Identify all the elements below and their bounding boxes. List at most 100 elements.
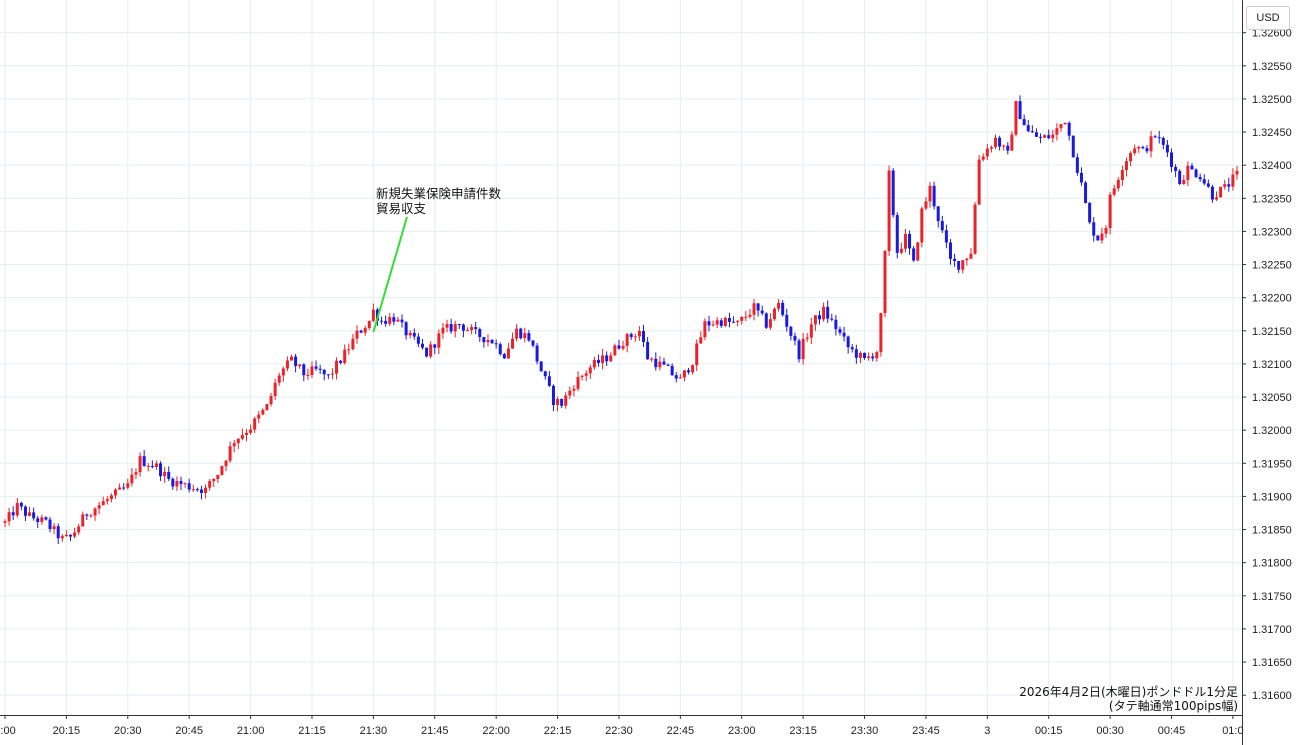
candle-up bbox=[298, 364, 302, 367]
candle-down bbox=[940, 221, 944, 231]
candle-up bbox=[1116, 179, 1120, 189]
candle-down bbox=[199, 489, 203, 494]
y-tick-label: 1.32100 bbox=[1252, 359, 1292, 371]
candle-up bbox=[752, 303, 756, 315]
candle-up bbox=[244, 432, 248, 436]
candle-up bbox=[511, 338, 515, 349]
x-tick-label: 23:30 bbox=[851, 725, 879, 737]
candle-up bbox=[1104, 227, 1108, 234]
y-tick-label: 1.31600 bbox=[1252, 690, 1292, 702]
candle-up bbox=[240, 435, 244, 439]
y-tick-label: 1.32450 bbox=[1252, 127, 1292, 139]
candle-down bbox=[551, 385, 555, 405]
candle-up bbox=[212, 478, 216, 482]
candle-down bbox=[1153, 136, 1157, 138]
y-tick-label: 1.32400 bbox=[1252, 160, 1292, 172]
candle-up bbox=[989, 147, 993, 149]
y-tick-label: 1.31650 bbox=[1252, 657, 1292, 669]
candle-up bbox=[470, 327, 474, 331]
candle-up bbox=[290, 356, 294, 361]
candle-down bbox=[1047, 135, 1051, 139]
candle-down bbox=[433, 344, 437, 348]
y-tick-label: 1.31900 bbox=[1252, 491, 1292, 503]
candle-down bbox=[359, 330, 363, 333]
candle-up bbox=[556, 399, 560, 405]
candle-up bbox=[867, 356, 871, 358]
y-tick-label: 1.31850 bbox=[1252, 525, 1292, 537]
candle-up bbox=[1010, 134, 1014, 151]
candle-up bbox=[1124, 161, 1128, 170]
candle-up bbox=[441, 327, 445, 334]
candle-down bbox=[314, 366, 318, 369]
candle-up bbox=[625, 334, 629, 346]
candle-up bbox=[973, 204, 977, 254]
x-tick-label: 01:0 bbox=[1222, 725, 1243, 737]
candle-down bbox=[1141, 146, 1145, 149]
candle-down bbox=[380, 320, 384, 322]
candle-down bbox=[1071, 135, 1075, 158]
candle-up bbox=[1231, 174, 1235, 187]
candle-up bbox=[269, 396, 273, 405]
candle-up bbox=[981, 156, 985, 160]
candle-down bbox=[998, 137, 1002, 147]
candle-up bbox=[1043, 135, 1047, 138]
candle-up bbox=[126, 483, 130, 488]
candle-up bbox=[109, 495, 113, 500]
y-tick-label: 1.32550 bbox=[1252, 61, 1292, 73]
x-tick-label: 23:45 bbox=[912, 725, 940, 737]
candle-up bbox=[236, 438, 240, 444]
candle-down bbox=[420, 343, 424, 348]
x-tick-label: 00:30 bbox=[1096, 725, 1124, 737]
x-tick-label: 20:30 bbox=[114, 725, 142, 737]
currency-button[interactable]: USD bbox=[1246, 6, 1290, 30]
candle-up bbox=[285, 360, 289, 369]
candle-down bbox=[646, 341, 650, 360]
candle-down bbox=[392, 317, 396, 322]
candle-up bbox=[658, 361, 662, 368]
y-tick-label: 1.32500 bbox=[1252, 94, 1292, 106]
candle-down bbox=[482, 337, 486, 343]
candle-down bbox=[830, 318, 834, 320]
candle-down bbox=[461, 324, 465, 331]
candle-down bbox=[179, 480, 183, 484]
candle-up bbox=[64, 534, 68, 537]
candle-up bbox=[1182, 180, 1186, 185]
candle-up bbox=[1002, 145, 1006, 147]
candle-down bbox=[871, 356, 875, 359]
candle-down bbox=[19, 502, 23, 507]
candle-down bbox=[1079, 172, 1083, 183]
candle-up bbox=[985, 148, 989, 157]
candle-down bbox=[842, 332, 846, 337]
candle-up bbox=[232, 443, 236, 447]
x-tick-label: 20:15 bbox=[53, 725, 81, 737]
candle-up bbox=[1059, 124, 1063, 129]
candle-up bbox=[15, 502, 19, 516]
candle-up bbox=[965, 258, 969, 261]
candle-up bbox=[969, 253, 973, 259]
candle-down bbox=[416, 336, 420, 344]
y-tick-label: 1.32250 bbox=[1252, 260, 1292, 272]
x-tick-label: 21:45 bbox=[421, 725, 449, 737]
candle-down bbox=[760, 310, 764, 314]
candle-down bbox=[187, 483, 191, 490]
x-tick-label: 23:15 bbox=[789, 725, 817, 737]
candle-up bbox=[388, 317, 392, 324]
candle-up bbox=[93, 508, 97, 516]
candle-up bbox=[134, 472, 138, 475]
candle-up bbox=[1149, 136, 1153, 152]
candle-down bbox=[912, 248, 916, 261]
candle-down bbox=[756, 303, 760, 311]
candle-up bbox=[928, 185, 932, 202]
candle-down bbox=[605, 355, 609, 362]
candle-up bbox=[101, 501, 105, 506]
candle-down bbox=[1088, 203, 1092, 223]
candle-up bbox=[97, 505, 101, 509]
candle-up bbox=[1051, 134, 1055, 139]
candle-down bbox=[531, 340, 535, 346]
candle-down bbox=[85, 514, 89, 516]
candle-up bbox=[744, 316, 748, 318]
candle-down bbox=[1210, 186, 1214, 200]
candle-up bbox=[371, 309, 375, 321]
candle-down bbox=[891, 170, 895, 216]
